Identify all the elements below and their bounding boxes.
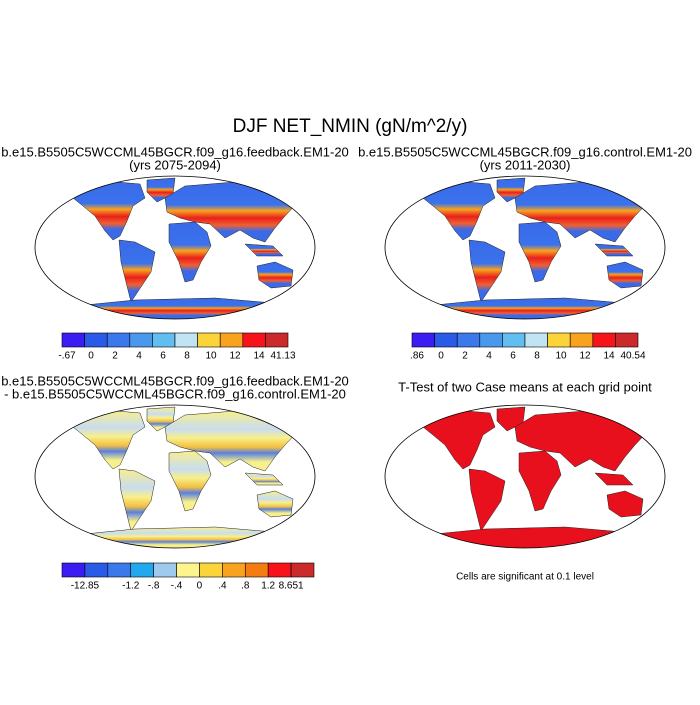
colorbar-label: 40.54: [620, 351, 645, 362]
colorbar-box: [222, 562, 246, 578]
colorbar-label: 41.13: [270, 351, 295, 362]
colorbar-box: [84, 562, 109, 578]
map-border: [384, 404, 666, 549]
colorbar-label: -.4: [171, 581, 183, 592]
panel-title: (yrs 2011-2030): [480, 157, 571, 172]
panel-title: b.e15.B5505C5WCCML45BGCR.f09_g16.control…: [358, 144, 692, 159]
colorbar-box: [199, 562, 223, 578]
colorbar-label: 14: [603, 351, 615, 362]
colorbar-box: [130, 562, 154, 578]
colorbar-box: [244, 562, 269, 578]
colorbar-box: [547, 332, 571, 348]
colorbar-label: 12: [229, 351, 241, 362]
colorbar-label: -.67: [58, 351, 76, 362]
colorbar-label: 8.651: [279, 581, 304, 592]
colorbar-box: [242, 332, 266, 348]
colorbar-label: -12.85: [71, 581, 100, 592]
colorbar-label: 6: [160, 351, 166, 362]
colorbar-label: 0: [438, 351, 444, 362]
colorbar-label: 8: [184, 351, 190, 362]
colorbar-label: .8: [241, 581, 250, 592]
figure-title: DJF NET_NMIN (gN/m^2/y): [233, 116, 468, 137]
colorbar-box: [84, 332, 108, 348]
map-border: [384, 175, 666, 320]
colorbar-box: [153, 562, 177, 578]
colorbar-label: 0: [197, 581, 203, 592]
colorbar-box: [267, 562, 292, 578]
map: [384, 404, 666, 549]
colorbar-box: [411, 332, 435, 348]
panel-title: T-Test of two Case means at each grid po…: [398, 379, 652, 394]
colorbar-label: 6: [510, 351, 516, 362]
colorbar-label: 10: [205, 351, 217, 362]
colorbar-label: 2: [112, 351, 118, 362]
colorbar-label: 4: [136, 351, 142, 362]
colorbar-box: [434, 332, 458, 348]
colorbar-box: [265, 332, 289, 348]
colorbar-box: [456, 332, 481, 348]
map: [384, 175, 666, 320]
colorbar-box: [197, 332, 221, 348]
colorbar-box: [106, 332, 131, 348]
colorbar-box: [61, 332, 85, 348]
colorbar-label: 8: [534, 351, 540, 362]
colorbar-label: 4: [486, 351, 492, 362]
colorbar-box: [176, 562, 200, 578]
colorbar-box: [290, 562, 315, 578]
colorbar-box: [502, 332, 526, 348]
caption: Cells are significant at 0.1 level: [456, 572, 594, 583]
panel-title: - b.e15.B5505C5WCCML45BGCR.f09_g16.contr…: [4, 386, 346, 401]
colorbar-box: [107, 562, 132, 578]
colorbar-box: [61, 562, 86, 578]
colorbar-box: [615, 332, 639, 348]
colorbar-label: 10: [555, 351, 567, 362]
colorbar-label: -.8: [148, 581, 160, 592]
colorbar-label: 12: [579, 351, 591, 362]
map: [34, 175, 316, 320]
colorbar-box: [219, 332, 244, 348]
colorbar-label: .86: [410, 351, 424, 362]
panel-title: (yrs 2075-2094): [129, 157, 221, 172]
panel-title: b.e15.B5505C5WCCML45BGCR.f09_g16.feedbac…: [1, 144, 349, 159]
colorbar-box: [479, 332, 503, 348]
colorbar-label: 1.2: [261, 581, 275, 592]
map: [34, 404, 316, 549]
colorbar-box: [174, 332, 198, 348]
colorbar-box: [569, 332, 594, 348]
colorbar-label: .4: [218, 581, 227, 592]
colorbar-box: [592, 332, 616, 348]
colorbar-label: 2: [462, 351, 468, 362]
colorbar-box: [152, 332, 176, 348]
colorbar-label: -1.2: [122, 581, 140, 592]
colorbar-label: 14: [253, 351, 265, 362]
map-border: [34, 404, 316, 549]
colorbar-box: [524, 332, 548, 348]
panel-title: b.e15.B5505C5WCCML45BGCR.f09_g16.feedbac…: [1, 373, 349, 388]
colorbar-box: [129, 332, 153, 348]
map-border: [34, 175, 316, 320]
colorbar-label: 0: [88, 351, 94, 362]
